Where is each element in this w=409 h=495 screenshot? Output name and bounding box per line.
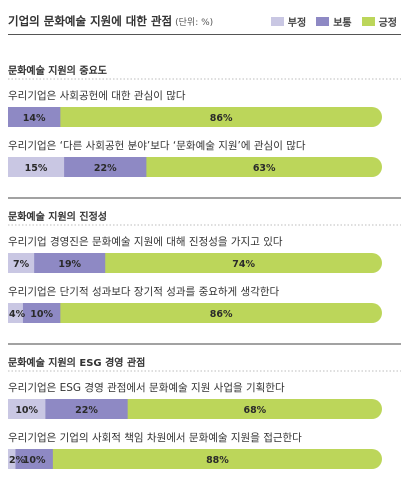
- bar-segment-neutral: [22, 303, 61, 323]
- legend-item-negative: 부정: [270, 14, 307, 29]
- legend-item-neutral: 보통: [316, 14, 352, 29]
- legend-label-negative: 부정: [287, 18, 307, 29]
- value-label-neutral: 14%: [23, 113, 46, 124]
- question-label: 우리기업은 단기적 성과보다 장기적 성과를 중요하게 생각한다: [8, 285, 280, 298]
- legend-label-positive: 긍정: [378, 18, 397, 29]
- bar-segment-neutral: [45, 399, 128, 419]
- value-label-neutral: 19%: [58, 259, 81, 270]
- legend-swatch-positive: [361, 17, 375, 26]
- chart-title: 기업의 문화예술 지원에 대한 관점 (단위: %): [8, 13, 213, 29]
- bar-segment-negative: [8, 449, 16, 469]
- bar-segment-negative: [8, 253, 35, 273]
- bar-segment-positive: [146, 157, 382, 177]
- bar-segment-neutral: [8, 107, 61, 127]
- bar-segment-negative: [8, 303, 24, 323]
- value-label-neutral: 22%: [94, 163, 117, 174]
- value-label-negative: 4%: [9, 309, 26, 320]
- value-label-positive: 88%: [206, 455, 229, 466]
- value-label-neutral: 22%: [75, 405, 98, 416]
- question-label: 우리기업은 사회공헌에 대한 관심이 많다: [8, 89, 186, 102]
- chart-header: 기업의 문화예술 지원에 대한 관점 (단위: %) 부정 보통 긍정: [8, 11, 401, 31]
- question-label: 우리기업 경영진은 문화예술 지원에 대해 진정성을 가지고 있다: [8, 235, 283, 248]
- value-label-negative: 7%: [13, 259, 30, 270]
- bar-segment-positive: [127, 399, 382, 419]
- bar-segment-positive: [105, 253, 382, 273]
- legend: 부정 보통 긍정: [270, 14, 397, 29]
- bar-segment-negative: [8, 399, 46, 419]
- bar-segment-neutral: [64, 157, 147, 177]
- value-label-positive: 74%: [232, 259, 255, 270]
- value-label-negative: 10%: [15, 405, 38, 416]
- unit-note: (단위: %): [175, 18, 214, 28]
- value-label-positive: 86%: [210, 113, 233, 124]
- title-text: 기업의 문화예술 지원에 대한 관점: [8, 14, 173, 28]
- bar-segment-positive: [60, 303, 382, 323]
- value-label-positive: 86%: [210, 309, 233, 320]
- section-title: 문화예술 지원의 중요도: [8, 64, 107, 77]
- question-label: 우리기업은 ‘다른 사회공헌 분야’보다 ‘문화예술 지원’에 관심이 많다: [8, 139, 306, 152]
- bar-segment-positive: [52, 449, 382, 469]
- section-title: 문화예술 지원의 ESG 경영 관점: [8, 356, 145, 369]
- value-label-positive: 63%: [253, 163, 276, 174]
- legend-label-neutral: 보통: [333, 18, 352, 29]
- question-label: 우리기업은 기업의 사회적 책임 차원에서 문화예술 지원을 접근한다: [8, 431, 302, 444]
- section-title: 문화예술 지원의 진정성: [8, 210, 107, 223]
- question-label: 우리기업은 ESG 경영 관점에서 문화예술 지원 사업을 기획한다: [8, 381, 285, 394]
- header-rule: [8, 34, 401, 35]
- bar-segment-negative: [8, 157, 65, 177]
- bar-segment-neutral: [15, 449, 54, 469]
- value-label-neutral: 10%: [30, 309, 53, 320]
- value-label-positive: 68%: [243, 405, 266, 416]
- legend-swatch-negative: [270, 17, 284, 26]
- value-label-neutral: 10%: [23, 455, 46, 466]
- bar-segment-positive: [60, 107, 382, 127]
- bar-segment-neutral: [34, 253, 106, 273]
- value-label-negative: 15%: [25, 163, 48, 174]
- legend-swatch-neutral: [316, 17, 330, 26]
- value-label-negative: 2%: [9, 455, 26, 466]
- legend-item-positive: 긍정: [361, 14, 397, 29]
